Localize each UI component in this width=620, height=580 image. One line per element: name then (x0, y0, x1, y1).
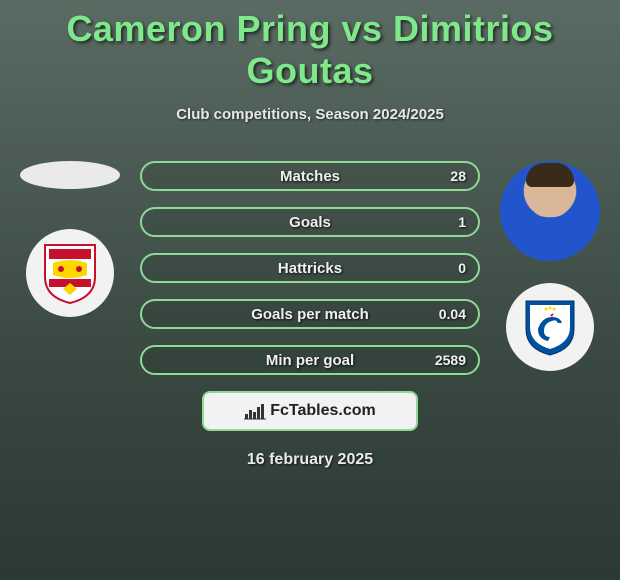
player-right-photo (500, 161, 600, 261)
right-column (490, 161, 610, 371)
brand-badge[interactable]: FcTables.com (202, 391, 418, 431)
stat-label: Matches (142, 168, 478, 185)
stats-list: Matches 28 Goals 1 Hattricks 0 Goals per… (140, 161, 480, 375)
stat-row: Goals 1 (140, 207, 480, 237)
cardiff-city-crest-icon (518, 295, 582, 359)
bar-chart-icon (244, 402, 266, 420)
subtitle: Club competitions, Season 2024/2025 (0, 106, 620, 123)
stat-label: Hattricks (142, 260, 478, 277)
player-left-photo (20, 161, 120, 189)
stat-right-value: 0.04 (439, 306, 466, 322)
brand-text: FcTables.com (270, 402, 376, 420)
date-text: 16 february 2025 (0, 451, 620, 469)
stat-right-value: 1 (458, 214, 466, 230)
left-column (10, 161, 130, 317)
stat-label: Min per goal (142, 352, 478, 369)
stat-label: Goals per match (142, 306, 478, 323)
stat-row: Matches 28 (140, 161, 480, 191)
club-crest-left (26, 229, 114, 317)
stat-row: Min per goal 2589 (140, 345, 480, 375)
stat-row: Hattricks 0 (140, 253, 480, 283)
stat-right-value: 2589 (435, 352, 466, 368)
stat-row: Goals per match 0.04 (140, 299, 480, 329)
stat-label: Goals (142, 214, 478, 231)
stat-right-value: 28 (450, 168, 466, 184)
comparison-content: Matches 28 Goals 1 Hattricks 0 Goals per… (0, 161, 620, 469)
bristol-city-crest-icon (43, 241, 97, 305)
stat-right-value: 0 (458, 260, 466, 276)
club-crest-right (506, 283, 594, 371)
page-title: Cameron Pring vs Dimitrios Goutas (0, 0, 620, 92)
